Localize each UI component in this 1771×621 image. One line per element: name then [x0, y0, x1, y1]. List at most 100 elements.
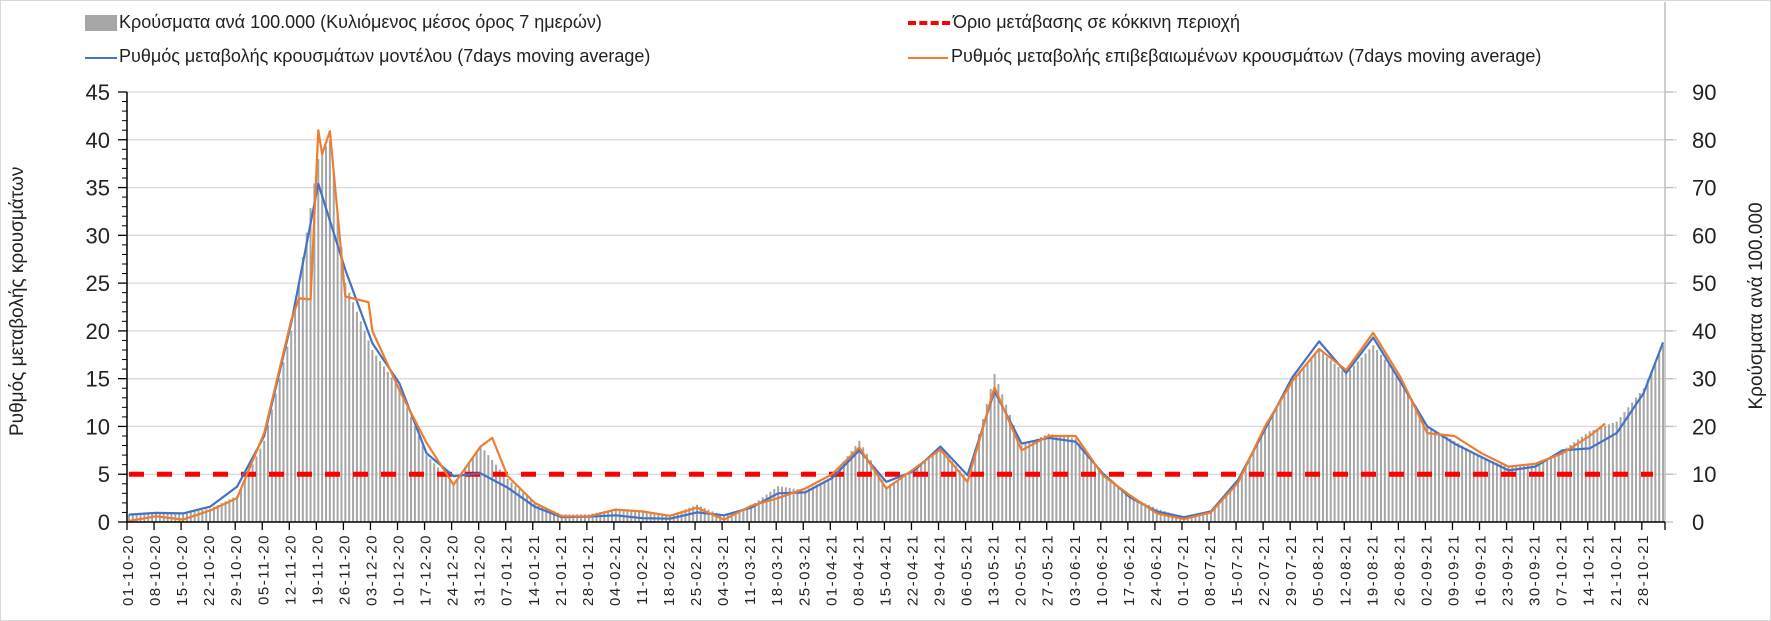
bar: [1279, 399, 1282, 522]
bar: [448, 479, 451, 522]
bar: [270, 409, 273, 522]
bar: [1410, 399, 1413, 522]
legend-bars-label: Κρούσματα ανά 100.000 (Κυλιόμενος μέσος …: [119, 12, 602, 32]
legend-threshold-swatch: [908, 21, 950, 25]
x-tick-label: 24-12-20: [445, 534, 462, 606]
bar: [1024, 443, 1027, 522]
bar: [1121, 489, 1124, 522]
bar: [1260, 434, 1263, 522]
bar: [537, 504, 540, 522]
x-tick-label: 29-07-21: [1283, 534, 1300, 606]
bar: [927, 458, 930, 522]
bar: [1086, 453, 1089, 522]
bar: [1028, 442, 1031, 522]
x-tick-label: 31-12-20: [472, 534, 489, 606]
bar: [294, 306, 297, 522]
bar: [1310, 358, 1313, 522]
bar: [251, 464, 254, 522]
bar: [301, 257, 304, 522]
x-tick-label: 02-09-21: [1418, 534, 1435, 606]
bar: [1063, 436, 1066, 522]
bar: [587, 514, 590, 522]
bar: [1101, 474, 1104, 522]
bar: [703, 508, 706, 522]
legend-model-swatch: [85, 57, 117, 59]
bar: [943, 452, 946, 522]
bar: [522, 492, 525, 522]
bar: [1337, 367, 1340, 522]
x-tick-label: 24-06-21: [1148, 534, 1165, 606]
bar: [923, 461, 926, 522]
bar: [1553, 454, 1556, 522]
bar: [352, 302, 355, 522]
bar: [483, 450, 486, 522]
x-tick-label: 09-09-21: [1445, 534, 1462, 606]
bar: [1001, 394, 1004, 522]
bar: [506, 479, 509, 522]
bar: [784, 487, 787, 522]
bar: [746, 507, 749, 522]
bar: [1360, 357, 1363, 522]
bar: [877, 473, 880, 522]
right-tick-label: 40: [1692, 319, 1716, 344]
model-rate-line: [128, 182, 1665, 520]
x-tick-label: 04-02-21: [607, 534, 624, 606]
bar: [1341, 370, 1344, 522]
x-tick-label: 28-01-21: [580, 534, 597, 606]
bar: [460, 472, 463, 522]
bar: [873, 466, 876, 522]
bar: [1314, 354, 1317, 522]
bar: [804, 490, 807, 522]
bar: [881, 479, 884, 522]
bar: [1580, 436, 1583, 522]
legend-threshold-label: Όριο μετάβασης σε κόκκινη περιοχή: [953, 12, 1241, 32]
bar: [348, 292, 351, 522]
left-tick-label: 20: [86, 319, 110, 344]
bar: [321, 152, 324, 522]
bar: [1437, 432, 1440, 522]
bar: [1379, 354, 1382, 522]
bar: [1499, 464, 1502, 522]
bar: [1422, 419, 1425, 522]
bar: [313, 183, 316, 522]
bar: [263, 440, 266, 522]
bar: [738, 510, 741, 522]
bar: [757, 500, 760, 522]
bar: [1534, 464, 1537, 522]
left-tick-label: 30: [86, 223, 110, 248]
bar: [993, 373, 996, 522]
bar: [1352, 365, 1355, 522]
bar: [556, 512, 559, 522]
bar: [182, 513, 185, 522]
bar: [641, 511, 644, 522]
bar: [1209, 512, 1212, 522]
bar: [1159, 509, 1162, 522]
bar: [1322, 353, 1325, 522]
bar: [1368, 349, 1371, 522]
bar: [1468, 450, 1471, 522]
bar: [1074, 438, 1077, 522]
bar: [1453, 440, 1456, 522]
bar: [1638, 393, 1641, 522]
bar: [437, 467, 440, 522]
right-tick-label: 0: [1692, 510, 1704, 535]
x-tick-label: 29-10-20: [228, 534, 245, 606]
bar: [541, 506, 544, 522]
bar: [981, 418, 984, 522]
right-tick-label: 50: [1692, 271, 1716, 296]
bar: [553, 511, 556, 522]
bar: [912, 471, 915, 522]
right-tick-label: 90: [1692, 80, 1716, 105]
bar: [495, 464, 498, 522]
bar: [1066, 437, 1069, 522]
x-tick-label: 18-03-21: [769, 534, 786, 606]
x-tick-label: 26-11-20: [336, 534, 353, 605]
bar: [966, 479, 969, 522]
bar: [1414, 405, 1417, 522]
bar: [1441, 434, 1444, 522]
bar: [1519, 466, 1522, 522]
bar: [1546, 458, 1549, 522]
bar: [371, 350, 374, 522]
x-tick-label: 05-11-20: [255, 534, 272, 605]
bar: [769, 491, 772, 522]
